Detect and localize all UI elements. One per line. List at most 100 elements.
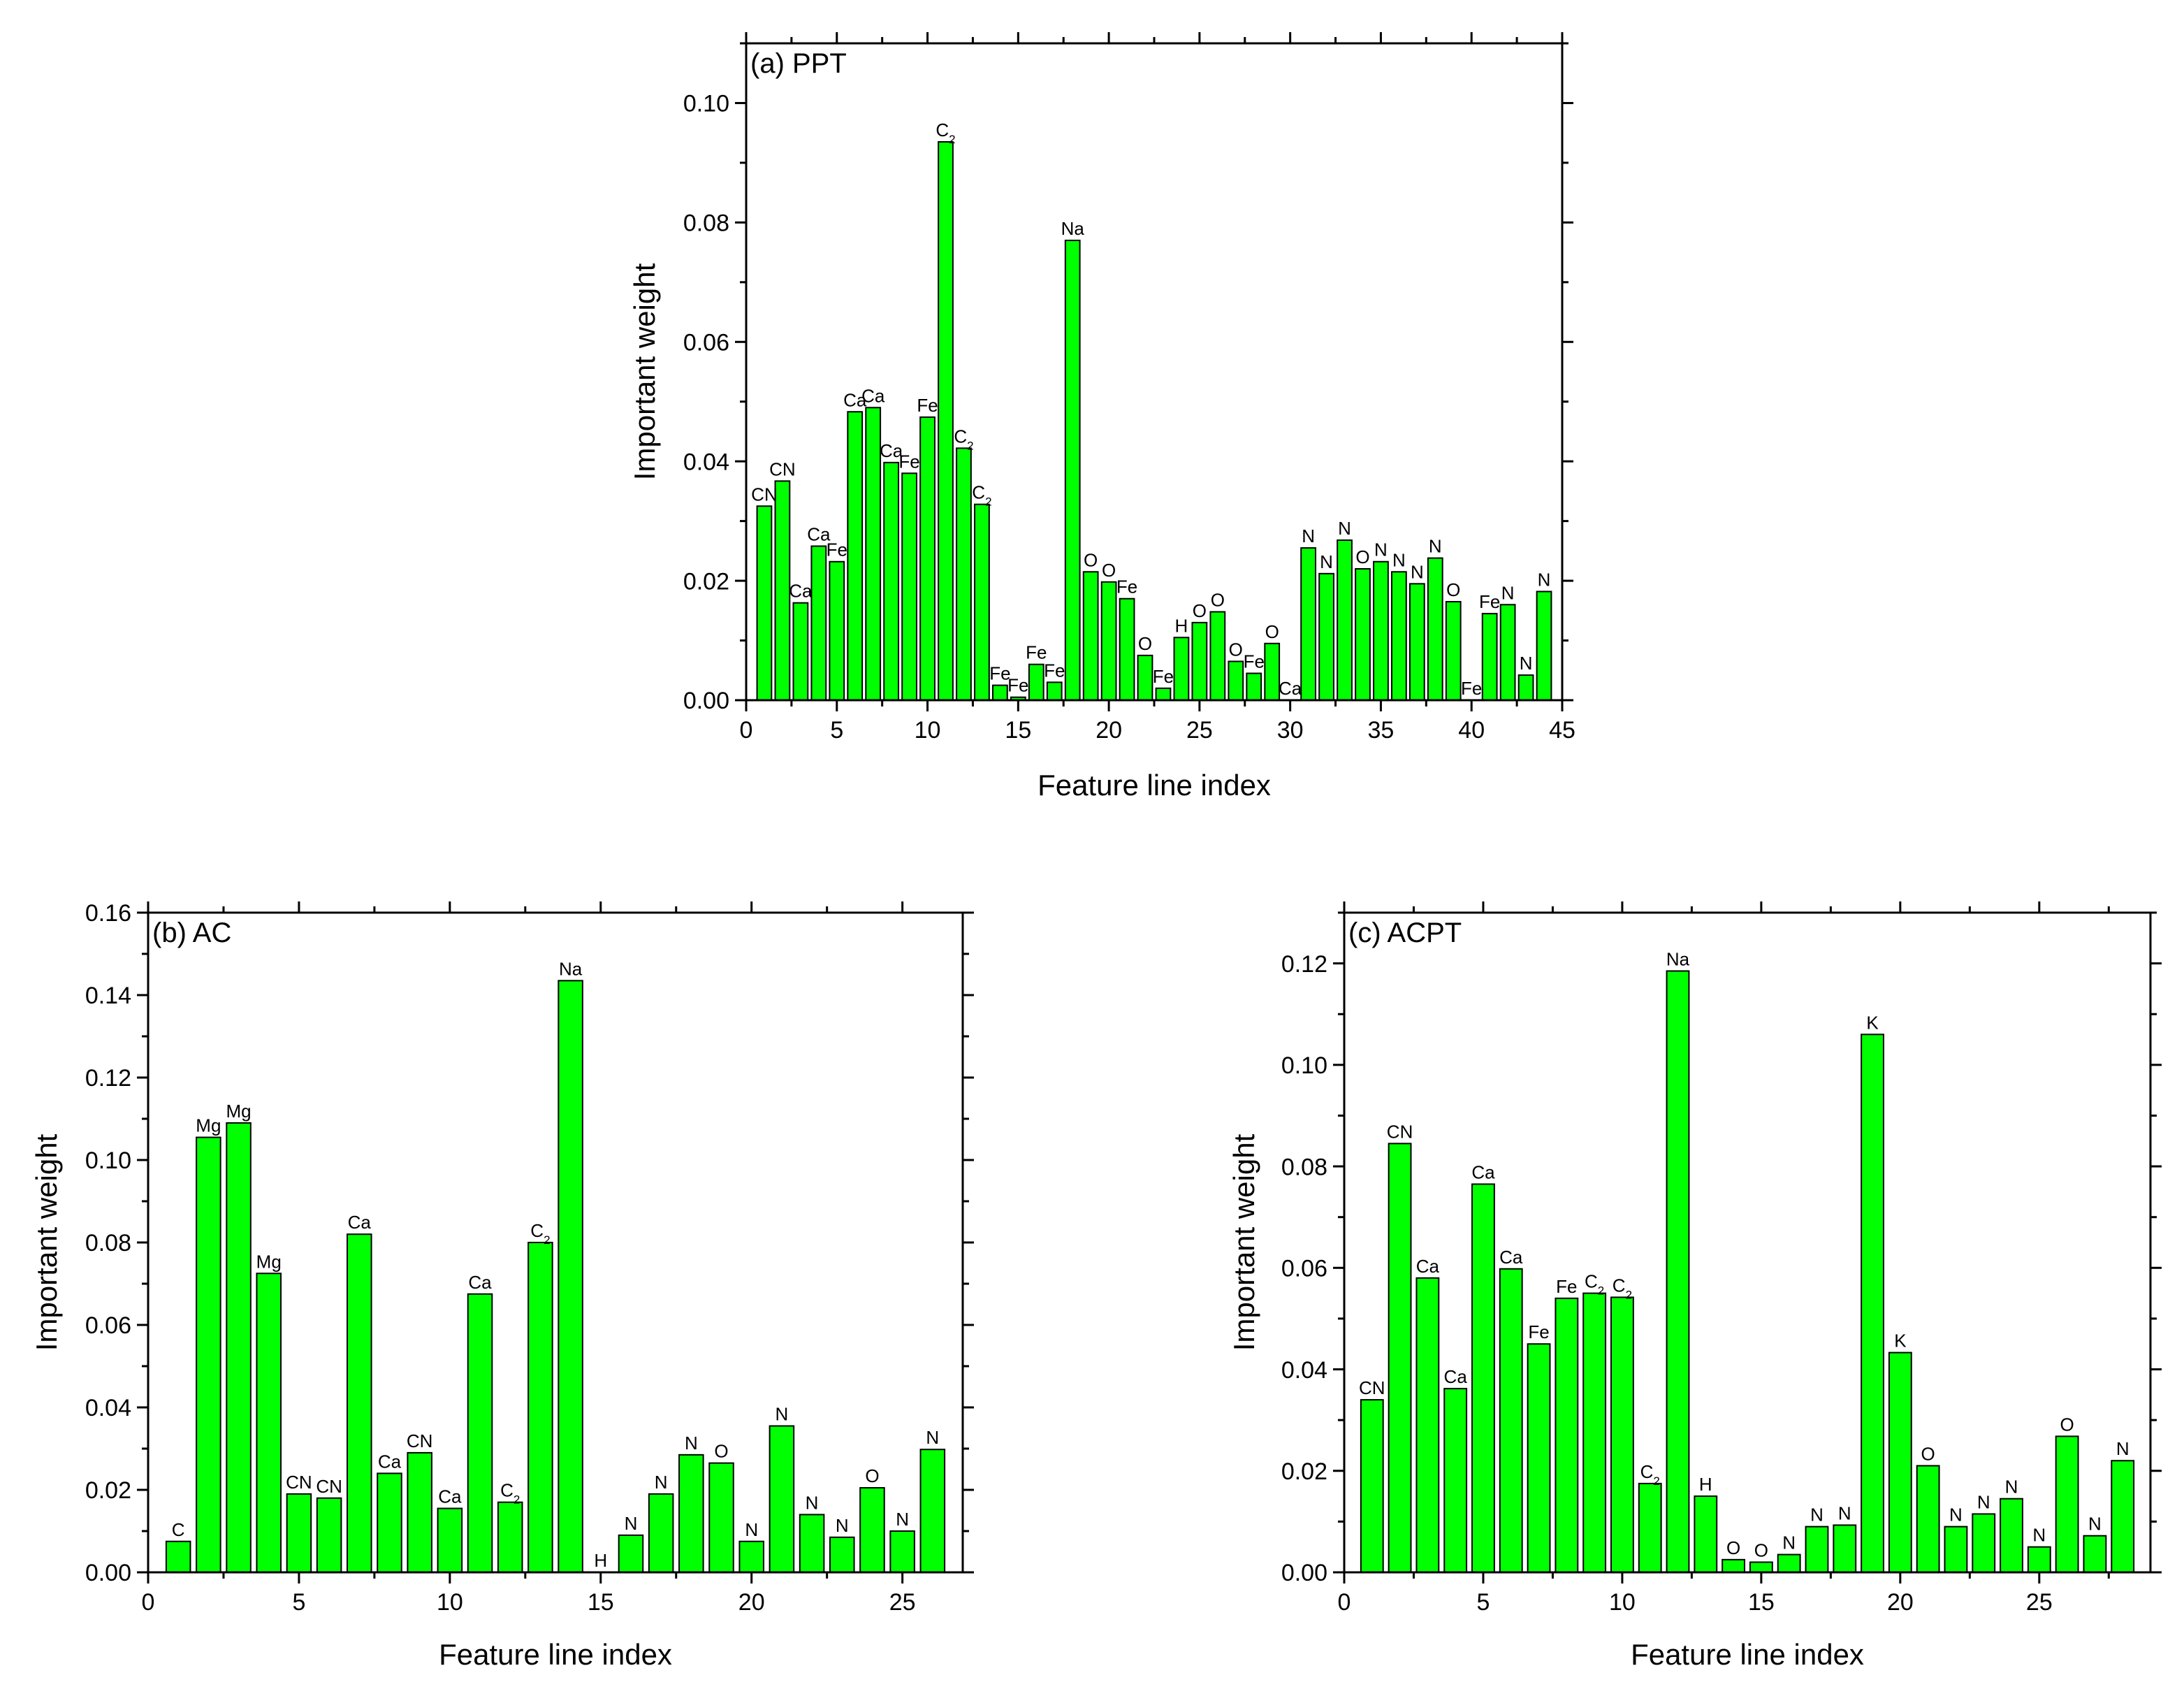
acpt-x-tick-label: 0 xyxy=(1338,1589,1351,1616)
ppt-panel-title: (a) PPT xyxy=(750,48,847,79)
acpt-bar-label: C2 xyxy=(1612,1275,1632,1301)
acpt-bar-label: N xyxy=(2005,1477,2018,1498)
ppt-bar-label: Fe xyxy=(827,539,847,560)
acpt-bar-label: N xyxy=(1810,1505,1823,1525)
ppt-bar-label: Fe xyxy=(1153,666,1174,687)
ac-x-tick-label: 0 xyxy=(142,1589,155,1616)
ppt-bar-label: CN xyxy=(751,484,778,505)
acpt-x-tick-label: 25 xyxy=(2026,1589,2053,1616)
ac-bar-label: N xyxy=(926,1427,939,1448)
ppt-bar xyxy=(1408,583,1425,702)
ppt-x-tick-label: 0 xyxy=(740,717,753,744)
ppt-bar xyxy=(1209,611,1226,702)
ac-bar xyxy=(527,1242,553,1573)
ppt-bar-label: O xyxy=(1446,579,1460,600)
acpt-bar-label: C2 xyxy=(1640,1461,1660,1488)
ppt-y-tick-label: 0.08 xyxy=(683,210,729,237)
acpt-bar-label: N xyxy=(1949,1505,1963,1525)
ac-panel-title: (b) AC xyxy=(152,918,231,948)
ppt-bar xyxy=(1028,663,1044,702)
ppt-bar xyxy=(1046,681,1063,702)
acpt-bar xyxy=(1527,1343,1551,1573)
acpt-bar xyxy=(2111,1460,2135,1573)
ppt-bar xyxy=(938,141,954,701)
ac-y-tick-label: 0.04 xyxy=(85,1395,131,1421)
ppt-bar xyxy=(974,503,990,702)
ppt-bar-label: N xyxy=(1320,551,1333,572)
acpt-bar-label: N xyxy=(2116,1438,2130,1459)
acpt-bar-label: O xyxy=(1754,1539,1768,1560)
acpt-y-axis-label: Important weight xyxy=(1228,1133,1260,1351)
ac-bar-label: Na xyxy=(559,958,583,979)
ppt-bar-label: C2 xyxy=(936,119,955,146)
ppt-bar-label: Ca xyxy=(1279,678,1302,699)
acpt-bar-label: Fe xyxy=(1528,1321,1549,1342)
ppt-x-tick-label: 15 xyxy=(1005,717,1031,744)
ppt-bar-label: Fe xyxy=(917,395,938,416)
ppt-x-tick-label: 30 xyxy=(1277,717,1304,744)
ppt-bar xyxy=(1517,674,1534,701)
acpt-y-tick-label: 0.08 xyxy=(1281,1154,1327,1180)
ac-bar-label: C xyxy=(172,1519,185,1540)
ppt-bar xyxy=(1318,572,1334,701)
ac-bar-label: N xyxy=(745,1519,758,1540)
acpt-bar xyxy=(1749,1561,1773,1573)
ppt-bar-label: Fe xyxy=(1116,577,1137,597)
ppt-bar xyxy=(1119,597,1135,702)
acpt-bar-label: C2 xyxy=(1585,1271,1604,1298)
ac-bar xyxy=(558,980,583,1573)
acpt-bar xyxy=(1638,1482,1662,1574)
ac-bar-label: N xyxy=(836,1515,849,1536)
ac-y-tick-label: 0.00 xyxy=(85,1560,131,1586)
ppt-bar-label: Ca xyxy=(807,524,831,545)
acpt-bar xyxy=(1443,1388,1468,1574)
ac-bar xyxy=(437,1507,463,1574)
ppt-bar xyxy=(810,545,827,702)
acpt-bar-label: O xyxy=(2060,1414,2074,1435)
ppt-bar-label: N xyxy=(1302,526,1315,546)
ac-bar-label: C2 xyxy=(530,1220,550,1247)
ppt-bar-label: Ca xyxy=(880,440,903,461)
ppt-bar xyxy=(1228,660,1244,701)
acpt-bar xyxy=(1888,1351,1912,1574)
acpt-bar xyxy=(1721,1558,1746,1574)
ac-bar xyxy=(347,1233,372,1573)
ac-bar xyxy=(889,1530,915,1573)
ac-bar xyxy=(829,1536,855,1574)
ac-y-axis-label: Important weight xyxy=(30,1133,63,1351)
acpt-bar xyxy=(1916,1465,1940,1574)
acpt-bar xyxy=(1499,1268,1523,1573)
ppt-x-tick-label: 35 xyxy=(1368,717,1395,744)
ppt-x-tick-label: 5 xyxy=(830,717,843,744)
acpt-bar-label: H xyxy=(1699,1474,1712,1495)
ac-bar-label: O xyxy=(865,1465,879,1486)
ppt-bar xyxy=(1191,621,1208,702)
ppt-x-tick-label: 40 xyxy=(1458,717,1485,744)
ppt-y-tick-label: 0.00 xyxy=(683,688,729,714)
ac-x-tick-label: 15 xyxy=(588,1589,614,1616)
ppt-bar-label: Fe xyxy=(898,451,919,472)
ac-y-tick-label: 0.14 xyxy=(85,983,131,1009)
ac-bar-label: Mg xyxy=(226,1101,251,1122)
acpt-bar-label: N xyxy=(2088,1514,2102,1535)
acpt-x-axis-label: Feature line index xyxy=(1631,1638,1864,1671)
ppt-bar xyxy=(1445,601,1462,701)
ac-bar xyxy=(226,1122,252,1573)
acpt-panel-title: (c) ACPT xyxy=(1348,918,1462,948)
ac-y-tick-label: 0.16 xyxy=(85,900,131,927)
ppt-bar-label: O xyxy=(1355,546,1369,567)
ppt-bar xyxy=(847,411,864,701)
acpt-x-tick-label: 10 xyxy=(1609,1589,1636,1616)
ac-bar-label: Ca xyxy=(438,1486,462,1507)
acpt-bar xyxy=(1555,1297,1579,1574)
ac-bar-label: N xyxy=(685,1433,698,1454)
ppt-bar-label: O xyxy=(1265,621,1279,642)
ppt-bar xyxy=(1264,642,1281,701)
acpt-y-tick-label: 0.06 xyxy=(1281,1256,1327,1282)
acpt-bar xyxy=(1360,1399,1384,1573)
acpt-bar-label: Ca xyxy=(1471,1161,1495,1182)
ppt-bar-label: N xyxy=(1429,536,1442,557)
ppt-y-tick-label: 0.04 xyxy=(683,449,729,475)
ppt-bar xyxy=(1082,571,1099,701)
